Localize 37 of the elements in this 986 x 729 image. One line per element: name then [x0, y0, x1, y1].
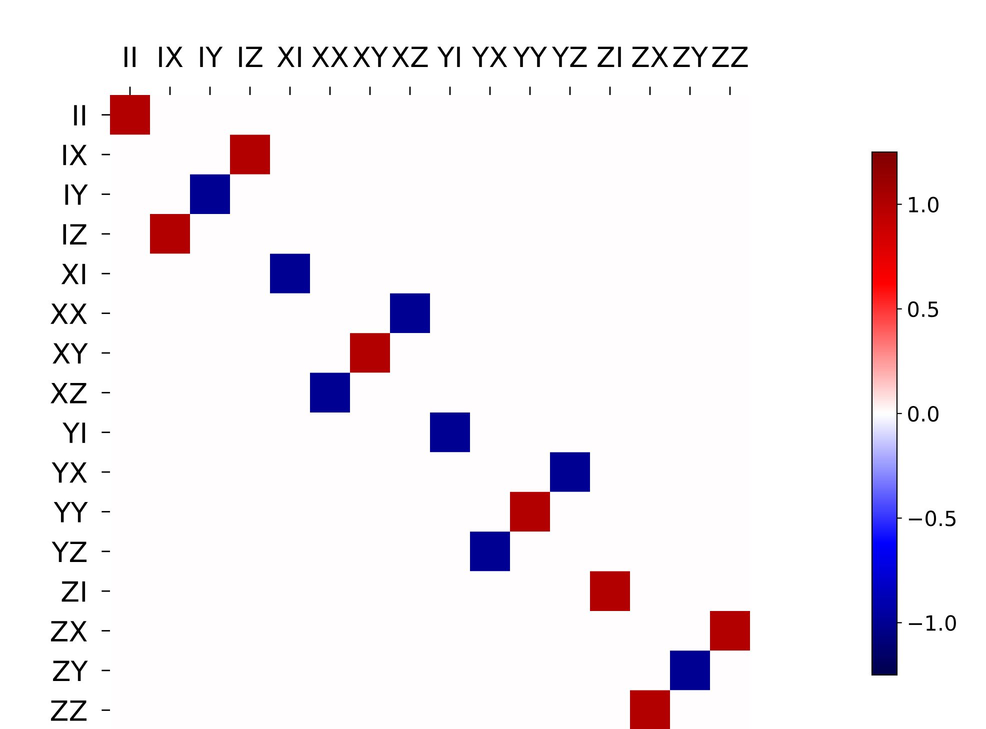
y-tick-label: II — [74, 105, 86, 126]
x-tick-label: II — [124, 46, 136, 67]
y-tick-label: YY — [54, 502, 88, 522]
y-tick-label: ZX — [50, 621, 87, 642]
y-tick-label: XI — [61, 264, 86, 284]
x-tick-label: ZX — [632, 46, 668, 67]
x-tick-label: XI — [277, 46, 301, 67]
x-tick-label: IZ — [239, 46, 262, 67]
y-tick-label: ZZ — [50, 700, 87, 721]
y-tick-label: XZ — [50, 382, 87, 404]
x-tick-label: XZ — [392, 46, 428, 67]
y-tick-label: YX — [52, 462, 87, 483]
x-tick-label: IY — [200, 46, 223, 67]
x-tick-label: YX — [472, 46, 508, 67]
x-tick-label: ZY — [673, 46, 708, 67]
color-bar-label: 0.5 — [908, 301, 938, 318]
y-tick-label: YI — [62, 422, 86, 443]
x-tick-label: IX — [159, 46, 183, 67]
x-tick-label: ZI — [598, 46, 621, 67]
x-tick-label: ZZ — [712, 46, 748, 67]
y-tick-label: IX — [63, 144, 87, 166]
x-tick-label: YZ — [552, 46, 587, 67]
y-tick-label: IZ — [63, 224, 87, 244]
y-tick-label: IY — [65, 184, 88, 205]
y-tick-label: ZY — [53, 660, 88, 682]
x-tick-label: YY — [512, 46, 548, 67]
y-tick-label: XX — [50, 304, 87, 324]
color-bar-label: −0.5 — [908, 510, 956, 526]
x-tick-label: YI — [437, 46, 460, 67]
color-bar-label: 1.0 — [909, 196, 938, 213]
x-tick-label: XX — [312, 46, 348, 67]
color-bar-label: −1.0 — [908, 615, 956, 631]
x-tick-label: XY — [352, 46, 388, 67]
color-bar-label: 0.0 — [908, 406, 938, 422]
y-tick-label: YZ — [52, 542, 87, 562]
y-tick-label: ZI — [62, 581, 86, 602]
y-tick-label: XY — [52, 343, 88, 364]
